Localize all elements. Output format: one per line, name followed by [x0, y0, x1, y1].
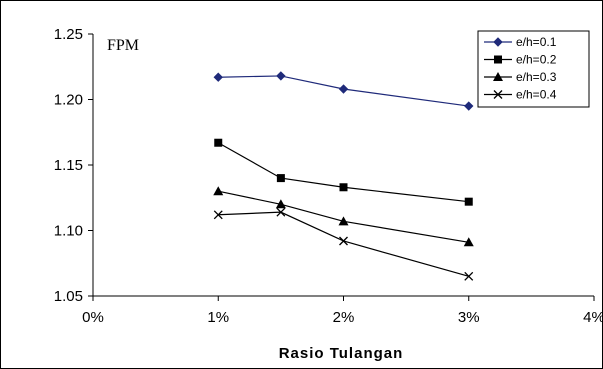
- series-4: [213, 207, 474, 281]
- x-marker-stroke: [213, 210, 223, 220]
- series-line: [218, 75, 469, 107]
- x-axis-label: Rasio Tulangan: [279, 345, 404, 362]
- x-marker-stroke: [276, 207, 286, 217]
- legend-item: e/h=0.4: [484, 88, 557, 102]
- x-tick-label: 1%: [207, 309, 229, 326]
- legend-item: e/h=0.3: [484, 70, 557, 84]
- series-2: [214, 138, 473, 206]
- x-tick-label: 2%: [333, 309, 355, 326]
- legend-marker: [493, 72, 503, 81]
- series-line: [218, 190, 469, 243]
- y-tick-label: 1.15: [54, 157, 83, 174]
- data-point: [276, 174, 285, 183]
- series-line: [218, 211, 469, 277]
- x-marker-stroke: [464, 271, 474, 281]
- legend-label: e/h=0.4: [516, 88, 557, 102]
- x-tick-label: 3%: [458, 309, 480, 326]
- data-point: [464, 271, 474, 281]
- chart-legend: e/h=0.1 e/h=0.2 e/h=0.3 e/h=0.4: [477, 30, 590, 108]
- data-point: [464, 101, 474, 111]
- legend-marker: [494, 55, 502, 64]
- data-point: [463, 237, 474, 247]
- data-point: [339, 236, 348, 246]
- data-point: [276, 207, 286, 217]
- legend-label: e/h=0.3: [516, 70, 557, 84]
- data-point: [464, 197, 473, 206]
- legend-item: e/h=0.1: [484, 35, 557, 49]
- data-point: [338, 84, 349, 94]
- y-tick-label: 1.25: [54, 26, 83, 43]
- series-3: [213, 186, 474, 247]
- x-tick-label: 4%: [583, 309, 603, 326]
- y-tick-label: 1.05: [54, 288, 83, 305]
- legend-marker: [493, 37, 503, 47]
- chart-annotation: FPM: [107, 37, 139, 54]
- data-point: [276, 71, 286, 81]
- data-point: [213, 72, 223, 82]
- legend-label: e/h=0.2: [516, 53, 557, 67]
- y-tick-label: 1.10: [54, 223, 83, 240]
- y-tick-label: 1.20: [54, 92, 83, 109]
- x-tick-label: 0%: [82, 309, 104, 326]
- series-line: [217, 142, 469, 203]
- y-axis-ticks: 1.05 1.10 1.15 1.20 1.25: [54, 26, 93, 305]
- chart-series: [213, 71, 474, 281]
- x-axis-ticks: 0% 1% 2% 3% 4%: [82, 296, 603, 326]
- legend-label: e/h=0.1: [516, 35, 557, 49]
- data-point: [339, 183, 348, 192]
- data-point: [214, 138, 223, 147]
- legend-marker: [493, 90, 503, 99]
- data-point: [213, 186, 224, 196]
- x-marker-stroke: [339, 236, 348, 246]
- data-point: [213, 210, 223, 220]
- x-marker-stroke: [493, 90, 503, 99]
- legend-item: e/h=0.2: [484, 53, 557, 67]
- series-1: [213, 71, 474, 111]
- data-point: [275, 199, 286, 209]
- data-point: [338, 216, 349, 226]
